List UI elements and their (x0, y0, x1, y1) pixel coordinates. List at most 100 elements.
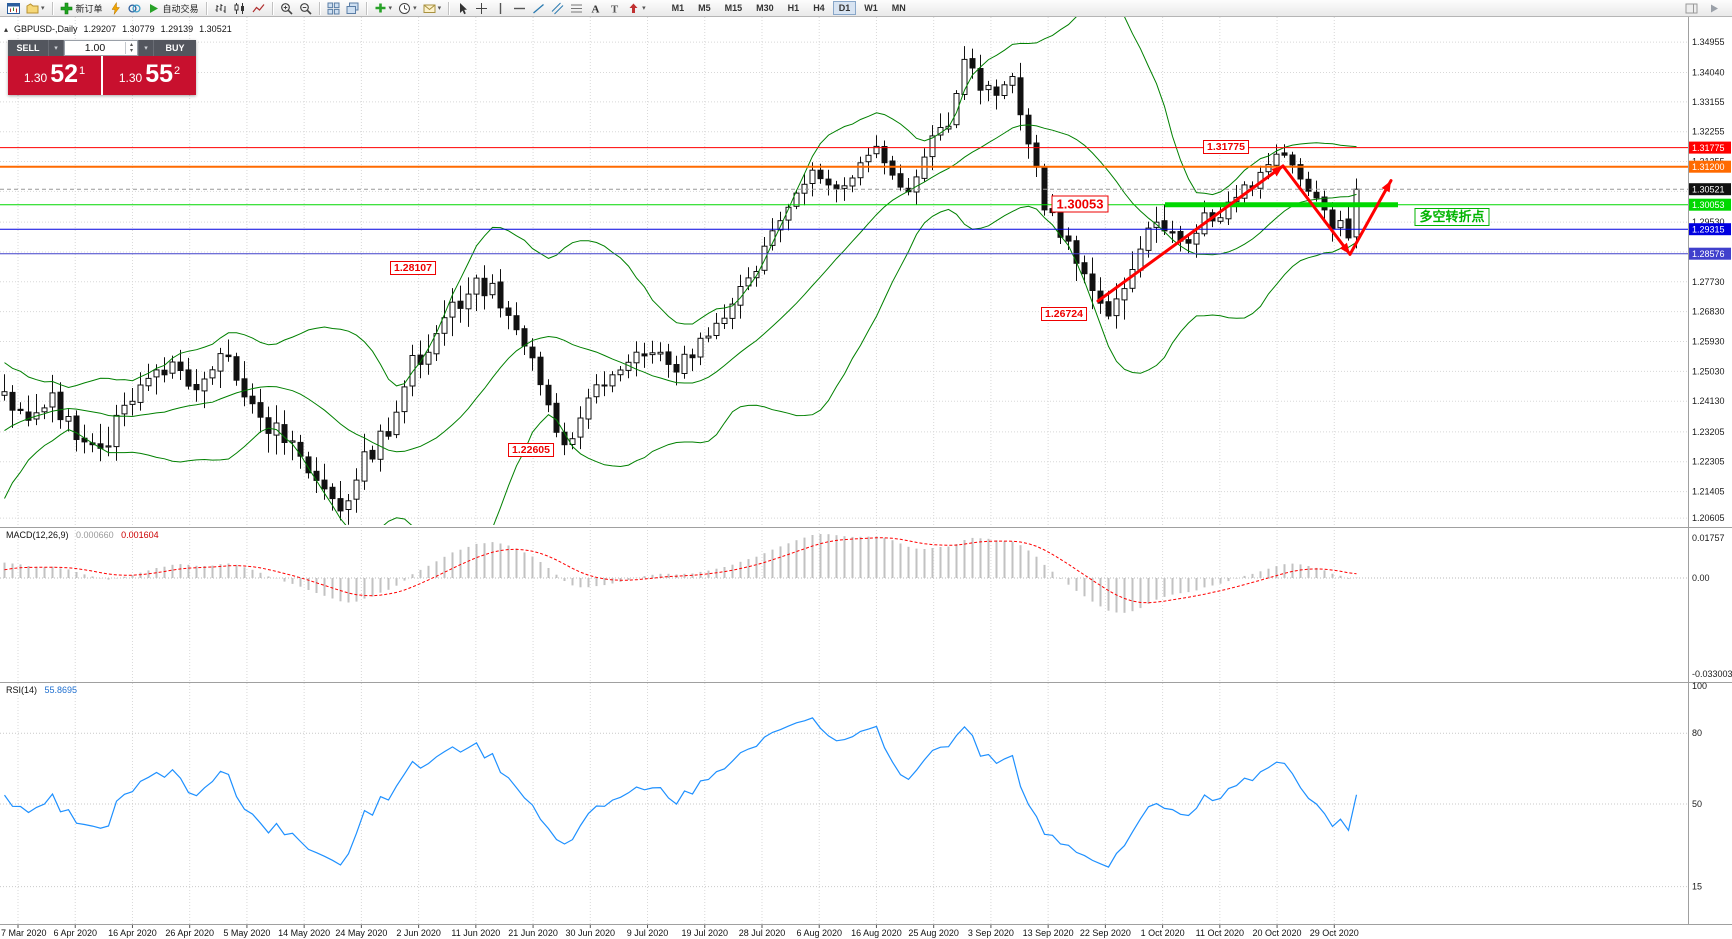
chart-shift-button[interactable] (1683, 1, 1700, 16)
price-annotation[interactable]: 1.22605 (508, 442, 554, 457)
zoom-in-button[interactable] (278, 1, 295, 16)
zoom-out-button[interactable] (297, 1, 314, 16)
svg-text:1.29315: 1.29315 (1692, 225, 1725, 235)
chart-shift-icon (1685, 2, 1698, 15)
fibonacci-button[interactable] (568, 1, 585, 16)
buy-header-button[interactable]: BUY (154, 40, 196, 56)
timeframe-h4[interactable]: H4 (813, 3, 825, 13)
horizontal-level-lines[interactable] (0, 147, 1688, 255)
sell-dropdown-caret[interactable]: ▾ (48, 40, 64, 56)
sell-header-button[interactable]: SELL (8, 40, 48, 56)
buy-price-button[interactable]: 1.30 55 2 (103, 56, 196, 95)
indicators-button[interactable]: ▾ (372, 1, 395, 16)
cascade-windows-button[interactable] (344, 1, 361, 16)
line-chart-button[interactable] (250, 1, 267, 16)
trend-arrows[interactable] (1096, 164, 1393, 303)
turning-point-label[interactable]: 多空转折点 (1414, 207, 1490, 226)
rsi-panel (0, 717, 1688, 888)
autotrading-button[interactable]: 自动交易 (145, 1, 201, 16)
macd-axis: 0.01757 0.00 -0.0330037 (1692, 533, 1732, 679)
sell-price-sup: 1 (79, 65, 86, 77)
new-order-icon (60, 2, 73, 15)
vertical-line-icon (494, 2, 507, 15)
price-axis[interactable]: 1.349551.340401.331551.322551.313551.304… (1689, 37, 1731, 523)
dropdown-caret-icon: ▾ (413, 5, 417, 12)
svg-text:16 Apr 2020: 16 Apr 2020 (108, 928, 157, 938)
svg-text:6 Aug 2020: 6 Aug 2020 (796, 928, 842, 938)
horizontal-line-icon (513, 2, 526, 15)
price-annotation[interactable]: 1.31775 (1203, 139, 1249, 154)
stepper-down-icon[interactable]: ▾ (129, 48, 133, 54)
timeframe-m15[interactable]: M15 (724, 3, 743, 13)
new-chart-icon (7, 2, 20, 15)
svg-text:1.24130: 1.24130 (1692, 396, 1725, 406)
svg-text:1.32255: 1.32255 (1692, 127, 1725, 137)
stepper-up-icon[interactable]: ▴ (129, 42, 133, 48)
svg-text:1.26830: 1.26830 (1692, 307, 1725, 317)
symbol-title: GBPUSD-,Daily (14, 24, 78, 34)
svg-text:11 Oct 2020: 11 Oct 2020 (1196, 928, 1244, 938)
expert-advisor-icon (109, 1, 122, 15)
volume-input[interactable]: 1.00 ▴ ▾ (64, 40, 138, 56)
market-watch-icon (127, 2, 141, 15)
horizontal-line-button[interactable] (511, 1, 528, 16)
new-order-button[interactable]: 新订单 (58, 1, 105, 16)
toolbar-separator (448, 1, 450, 15)
price-annotation[interactable]: 1.30053 (1051, 195, 1109, 213)
candles-layer (1, 46, 1360, 525)
tile-windows-button[interactable] (325, 1, 342, 16)
vertical-line-button[interactable] (492, 1, 509, 16)
profiles-icon (26, 2, 39, 15)
crosshair-button[interactable] (473, 1, 490, 16)
templates-button[interactable]: ▾ (421, 1, 444, 16)
bar-chart-button[interactable] (212, 1, 229, 16)
svg-text:1.22305: 1.22305 (1692, 457, 1725, 467)
expert-advisor-button[interactable] (107, 1, 124, 16)
panel-separators[interactable] (0, 17, 1732, 925)
svg-text:1.25930: 1.25930 (1692, 337, 1725, 347)
symbol-info: ▴ GBPUSD-,Daily 1.29207 1.30779 1.29139 … (4, 24, 232, 34)
svg-text:7 Mar 2020: 7 Mar 2020 (1, 928, 47, 938)
timeframe-d1[interactable]: D1 (832, 1, 857, 15)
tile-windows-icon (327, 2, 340, 15)
svg-text:80: 80 (1692, 728, 1702, 738)
svg-text:1.29530: 1.29530 (1692, 217, 1725, 227)
zoom-in-icon (280, 2, 293, 15)
buy-dropdown-caret[interactable]: ▾ (138, 40, 154, 56)
svg-text:29 Oct 2020: 29 Oct 2020 (1310, 928, 1359, 938)
arrows-button[interactable]: ▾ (625, 1, 648, 16)
volume-stepper[interactable]: ▴ ▾ (125, 42, 137, 54)
buy-price-sup: 2 (174, 65, 181, 77)
price-annotation[interactable]: 1.28107 (390, 260, 436, 275)
zoom-out-icon (299, 2, 312, 15)
new-chart-button[interactable] (5, 1, 22, 16)
candlestick-chart-button[interactable] (231, 1, 248, 16)
periods-button[interactable]: ▾ (396, 1, 419, 16)
crosshair-icon (475, 2, 488, 15)
market-watch-button[interactable] (126, 1, 143, 16)
svg-text:13 Sep 2020: 13 Sep 2020 (1023, 928, 1074, 938)
svg-text:-0.0330037: -0.0330037 (1692, 669, 1732, 679)
toolbar-separator (365, 1, 367, 15)
sell-price-button[interactable]: 1.30 52 1 (8, 56, 103, 95)
cursor-button[interactable] (454, 1, 471, 16)
time-axis[interactable]: 7 Mar 2020 6 Apr 2020 16 Apr 2020 26 Apr 20… (1, 925, 1359, 938)
auto-scroll-button[interactable] (1706, 1, 1723, 16)
channel-button[interactable] (549, 1, 566, 16)
svg-text:50: 50 (1692, 799, 1702, 809)
timeframe-h1[interactable]: H1 (787, 3, 800, 13)
timeframe-m30[interactable]: M30 (756, 3, 774, 13)
timeframe-mn[interactable]: MN (891, 3, 906, 13)
timeframe-m5[interactable]: M5 (698, 3, 711, 13)
text-label-button[interactable]: T (606, 1, 623, 16)
svg-text:1.25030: 1.25030 (1692, 366, 1725, 376)
svg-text:14 May 2020: 14 May 2020 (278, 928, 330, 938)
collapse-panel-icon[interactable]: ▴ (4, 24, 9, 34)
timeframe-m1[interactable]: M1 (671, 3, 685, 13)
trendline-button[interactable] (530, 1, 547, 16)
price-annotation[interactable]: 1.26724 (1041, 306, 1087, 321)
text-button[interactable]: A (587, 1, 604, 16)
timeframe-w1[interactable]: W1 (864, 3, 878, 13)
profiles-button[interactable]: ▾ (24, 1, 47, 16)
